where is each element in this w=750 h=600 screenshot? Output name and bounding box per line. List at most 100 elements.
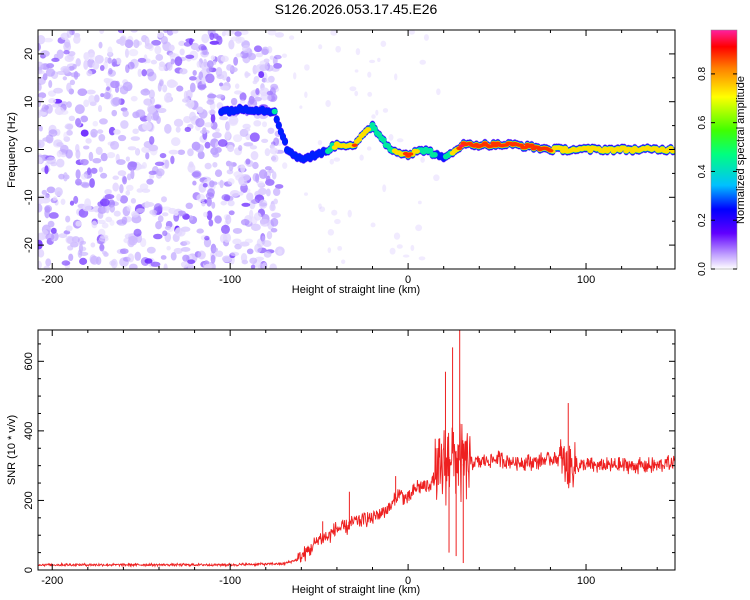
noise-speck	[244, 127, 251, 132]
noise-speck	[247, 98, 258, 108]
noise-speck	[204, 141, 211, 149]
y-tick-label: 600	[23, 352, 35, 370]
noise-speck	[375, 109, 379, 116]
ridge-blob	[427, 147, 434, 154]
noise-speck	[104, 56, 109, 63]
colorbar-ticks: 0.0 0.2 0.4 0.6 0.8	[697, 67, 737, 276]
noise-speck	[226, 64, 233, 71]
noise-speck	[66, 123, 74, 131]
heatmap-x-label: Height of straight line (km)	[292, 284, 420, 296]
noise-speck	[196, 228, 204, 234]
noise-speck	[277, 249, 283, 255]
noise-speck	[354, 69, 359, 73]
noise-speck	[303, 192, 309, 196]
noise-speck	[245, 158, 251, 165]
noise-speck	[129, 161, 138, 168]
noise-speck	[128, 263, 138, 269]
noise-speck	[250, 264, 256, 269]
noise-speck	[249, 145, 258, 150]
noise-speck	[38, 156, 43, 164]
noise-speck	[75, 149, 81, 160]
noise-speck	[145, 152, 150, 160]
noise-speck	[393, 232, 401, 240]
noise-speck	[251, 198, 259, 205]
noise-speck	[168, 149, 179, 155]
noise-speck	[38, 125, 43, 132]
snr-background	[38, 330, 675, 570]
noise-speck	[243, 142, 254, 147]
noise-speck	[215, 250, 224, 258]
noise-speck	[230, 251, 240, 257]
noise-speck	[144, 201, 155, 207]
noise-speck	[238, 191, 244, 196]
heatmap-noise-field	[38, 30, 441, 269]
noise-speck	[261, 235, 266, 245]
noise-speck	[226, 76, 231, 83]
noise-speck	[100, 152, 108, 162]
ridge-blob	[277, 128, 284, 136]
noise-speck	[167, 61, 173, 71]
noise-speck	[38, 260, 42, 269]
noise-speck	[388, 133, 394, 141]
noise-speck	[220, 85, 230, 91]
noise-speck	[174, 56, 183, 67]
noise-speck	[250, 223, 261, 232]
heatmap-x-ticks: -200 -100 0 100	[41, 30, 658, 286]
noise-speck	[56, 142, 64, 147]
snr-panel: -200 -100 0 100 0 200 400 600 Height of straig…	[6, 329, 676, 596]
noise-speck	[97, 206, 107, 214]
noise-speck	[157, 215, 164, 223]
noise-speck	[149, 135, 155, 145]
noise-speck	[91, 220, 98, 229]
noise-speck	[250, 151, 259, 161]
noise-speck	[219, 179, 224, 189]
noise-speck	[98, 41, 103, 49]
noise-speck	[137, 57, 147, 63]
snr-frame	[37, 329, 676, 571]
noise-speck	[109, 219, 115, 226]
noise-speck	[150, 59, 158, 65]
noise-speck	[108, 67, 113, 75]
noise-speck	[155, 54, 164, 61]
noise-speck	[166, 30, 174, 36]
noise-speck	[182, 254, 190, 262]
noise-speck	[157, 31, 164, 38]
noise-speck	[65, 225, 73, 232]
snr-series	[38, 330, 675, 568]
noise-speck	[104, 194, 115, 200]
noise-speck	[255, 173, 260, 183]
noise-speck	[272, 187, 281, 197]
noise-speck	[217, 139, 228, 147]
noise-speck	[319, 206, 326, 213]
figure-title: S126.2026.053.17.45.E26	[275, 1, 438, 17]
noise-speck	[246, 248, 254, 255]
noise-speck	[90, 128, 98, 138]
noise-speck	[101, 222, 109, 229]
noise-speck	[116, 159, 126, 165]
noise-speck	[160, 35, 168, 45]
noise-speck	[209, 40, 220, 45]
ridge-blob	[380, 137, 387, 143]
ridge-blob	[407, 152, 414, 156]
noise-speck	[75, 178, 82, 186]
noise-speck	[56, 158, 65, 168]
noise-speck	[151, 39, 162, 46]
noise-speck	[159, 152, 167, 159]
noise-speck	[335, 45, 341, 53]
noise-speck	[99, 65, 105, 71]
noise-speck	[38, 92, 47, 99]
noise-speck	[261, 121, 268, 128]
noise-speck	[382, 108, 389, 113]
noise-speck	[382, 184, 387, 193]
noise-speck	[174, 227, 183, 237]
noise-speck	[130, 198, 137, 204]
noise-speck	[232, 134, 243, 143]
noise-speck	[333, 157, 341, 162]
noise-speck	[148, 144, 159, 152]
ridge-layer	[351, 141, 554, 158]
noise-speck	[241, 259, 249, 265]
noise-speck	[148, 170, 157, 176]
noise-speck	[158, 64, 166, 72]
noise-speck	[274, 184, 284, 189]
noise-speck	[86, 89, 96, 95]
